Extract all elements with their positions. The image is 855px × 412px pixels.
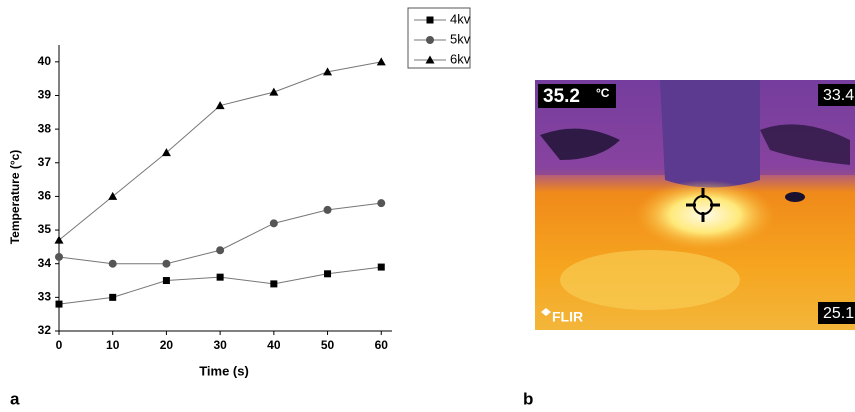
- y-tick-label: 33: [38, 290, 52, 304]
- legend-label: 5kv: [450, 31, 471, 46]
- series-line: [58, 202, 382, 265]
- marker: [270, 280, 278, 288]
- panel-label: b: [523, 389, 533, 408]
- y-tick-label: 35: [38, 222, 52, 236]
- marker: [162, 277, 170, 285]
- legend-marker: [426, 36, 434, 44]
- marker: [216, 246, 225, 255]
- legend-label: 4kv: [450, 11, 471, 26]
- y-axis-label: Temperature (°c): [8, 150, 22, 245]
- spot-reading: 35.2: [543, 86, 580, 107]
- y-tick-label: 39: [38, 88, 52, 102]
- scale-min: 25.1: [823, 305, 854, 322]
- marker: [216, 273, 224, 281]
- marker: [54, 235, 64, 244]
- marker: [269, 87, 279, 96]
- y-tick-label: 40: [38, 54, 52, 68]
- marker: [162, 259, 171, 268]
- series-line: [58, 61, 382, 241]
- y-tick-label: 37: [38, 155, 52, 169]
- marker: [324, 270, 332, 278]
- series-line: [58, 266, 382, 305]
- marker: [161, 148, 171, 157]
- marker: [377, 199, 386, 208]
- brand: FLIR: [552, 309, 583, 325]
- marker: [55, 300, 63, 308]
- marker: [323, 67, 333, 76]
- y-tick-label: 32: [38, 323, 52, 337]
- marker: [215, 101, 225, 110]
- line-chart: Temperature (°c) Time (s) 32 33 34 35 36 37 38…: [8, 7, 471, 378]
- scale-max: 33.4: [823, 87, 854, 104]
- x-tick-label: 40: [267, 338, 281, 352]
- x-tick-label: 20: [160, 338, 174, 352]
- x-tick-label: 30: [213, 338, 227, 352]
- y-tick-label: 34: [38, 256, 52, 270]
- legend-box: [407, 7, 471, 69]
- y-tick-label: 38: [38, 121, 52, 135]
- marker: [376, 57, 386, 66]
- legend-marker: [425, 55, 435, 64]
- x-tick-label: 60: [375, 338, 389, 352]
- panel-label: a: [10, 389, 20, 408]
- marker: [108, 191, 118, 200]
- marker: [108, 259, 117, 268]
- legend-label: 6kv: [450, 51, 471, 66]
- thermal-image: 35.2 °C 33.4 25.1 FLIR: [535, 80, 855, 330]
- x-tick-label: 10: [106, 338, 120, 352]
- x-tick-label: 50: [321, 338, 335, 352]
- unit: °C: [596, 86, 610, 100]
- marker: [55, 252, 63, 261]
- marker: [269, 219, 278, 228]
- legend-marker: [426, 16, 434, 24]
- marker: [323, 205, 332, 214]
- y-tick-label: 36: [38, 189, 52, 203]
- x-axis-label: Time (s): [199, 363, 249, 378]
- marker: [377, 263, 385, 271]
- marker: [109, 293, 117, 301]
- axis-line: [58, 45, 392, 332]
- x-tick-label: 0: [56, 338, 63, 352]
